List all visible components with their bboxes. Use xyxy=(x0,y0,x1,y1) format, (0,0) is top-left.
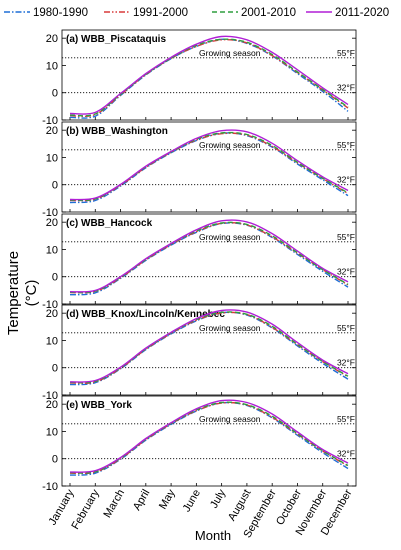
series-line-2011-2020 xyxy=(69,35,349,115)
x-tick-label: May xyxy=(157,487,178,511)
y-tick-label: 10 xyxy=(46,426,58,438)
y-tick-label: -10 xyxy=(42,299,58,311)
legend: 1980-1990 1991-2000 2001-2010 2011-2020 xyxy=(4,7,389,19)
reference-label: 32°F xyxy=(337,449,355,459)
panel-frame xyxy=(61,29,357,121)
series-line-2001-2010 xyxy=(69,38,349,117)
y-tick-label: 10 xyxy=(46,244,58,256)
y-tick-label: 0 xyxy=(52,272,58,284)
y-tick-label: 0 xyxy=(52,363,58,375)
y-axis-label: Temperature xyxy=(5,251,22,335)
series-line-2011-2020 xyxy=(69,399,349,473)
y-axis-unit: (°C) xyxy=(23,280,40,307)
legend-label-1991-2000: 1991-2000 xyxy=(133,7,188,19)
reference-label: 32°F xyxy=(337,267,355,277)
growing-season-label: Growing season xyxy=(199,323,261,333)
growing-season-label: Growing season xyxy=(199,414,261,424)
y-tick-label: -10 xyxy=(42,207,58,219)
y-tick-label: 0 xyxy=(52,180,58,192)
y-tick-label: -10 xyxy=(42,481,58,493)
x-axis-label: Month xyxy=(195,528,231,543)
y-tick-label: 20 xyxy=(46,125,58,137)
reference-label: 32°F xyxy=(337,175,355,185)
panel-3: -10 0 10 20 55°F 32°F Growing season (c) WBB_Ha… xyxy=(42,213,357,311)
y-tick-label: 10 xyxy=(46,60,58,72)
y-tick-label: 20 xyxy=(46,33,58,45)
series-line-1980-1990 xyxy=(69,311,349,386)
reference-label: 55°F xyxy=(337,48,355,58)
series-line-1980-1990 xyxy=(69,401,349,476)
x-tick-label: July xyxy=(208,487,228,510)
panels: -10 0 10 20 55°F 32°F Growing season (a) WBB_Pi… xyxy=(42,29,357,540)
panel-title: (a) WBB_Piscataquis xyxy=(66,34,166,45)
series-line-2011-2020 xyxy=(69,309,349,383)
reference-label: 55°F xyxy=(337,140,355,150)
legend-label-2011-2020: 2011-2020 xyxy=(335,7,389,19)
y-tick-label: 20 xyxy=(46,217,58,229)
panel-1: -10 0 10 20 55°F 32°F Growing season (a) WBB_Pi… xyxy=(42,29,357,127)
y-tick-label: 10 xyxy=(46,335,58,347)
panel-title: (c) WBB_Hancock xyxy=(66,218,153,229)
axis-labels: Temperature (°C) Month xyxy=(5,251,231,543)
y-tick-label: 20 xyxy=(46,308,58,320)
panel-4: -10 0 10 20 55°F 32°F Growing season (d) WBB_Kn… xyxy=(42,304,357,402)
legend-label-1980-1990: 1980-1990 xyxy=(33,7,88,19)
growing-season-label: Growing season xyxy=(199,48,261,58)
growing-season-label: Growing season xyxy=(199,140,261,150)
reference-label: 32°F xyxy=(337,358,355,368)
series-line-2011-2020 xyxy=(69,129,349,201)
reference-label: 32°F xyxy=(337,83,355,93)
x-tick-label: June xyxy=(181,488,203,515)
y-tick-label: 10 xyxy=(46,152,58,164)
panel-title: (e) WBB_York xyxy=(66,400,132,411)
y-tick-label: -10 xyxy=(42,390,58,402)
series-line-2011-2020 xyxy=(69,219,349,293)
reference-label: 55°F xyxy=(337,232,355,242)
reference-label: 55°F xyxy=(337,323,355,333)
series-line-1980-1990 xyxy=(69,222,349,296)
y-tick-label: -10 xyxy=(42,115,58,127)
x-tick-label: April xyxy=(131,488,152,513)
panel-2: -10 0 10 20 55°F 32°F Growing season (b) WBB_Wa… xyxy=(42,121,357,219)
y-tick-label: 0 xyxy=(52,88,58,100)
y-tick-label: 0 xyxy=(52,454,58,466)
x-tick-label: March xyxy=(101,488,127,520)
panel-5: -10 0 10 20 55°F 32°F Growing season (e) WBB_Yo… xyxy=(42,395,357,493)
y-tick-label: 20 xyxy=(46,399,58,411)
legend-label-2001-2010: 2001-2010 xyxy=(241,7,296,19)
panel-title: (b) WBB_Washington xyxy=(66,126,168,137)
x-tick-label: August xyxy=(226,488,254,524)
panel-title: (d) WBB_Knox/Lincoln/Kennebec xyxy=(66,309,225,320)
growing-season-label: Growing season xyxy=(199,232,261,242)
series-line-1980-1990 xyxy=(69,132,349,204)
reference-label: 55°F xyxy=(337,414,355,424)
